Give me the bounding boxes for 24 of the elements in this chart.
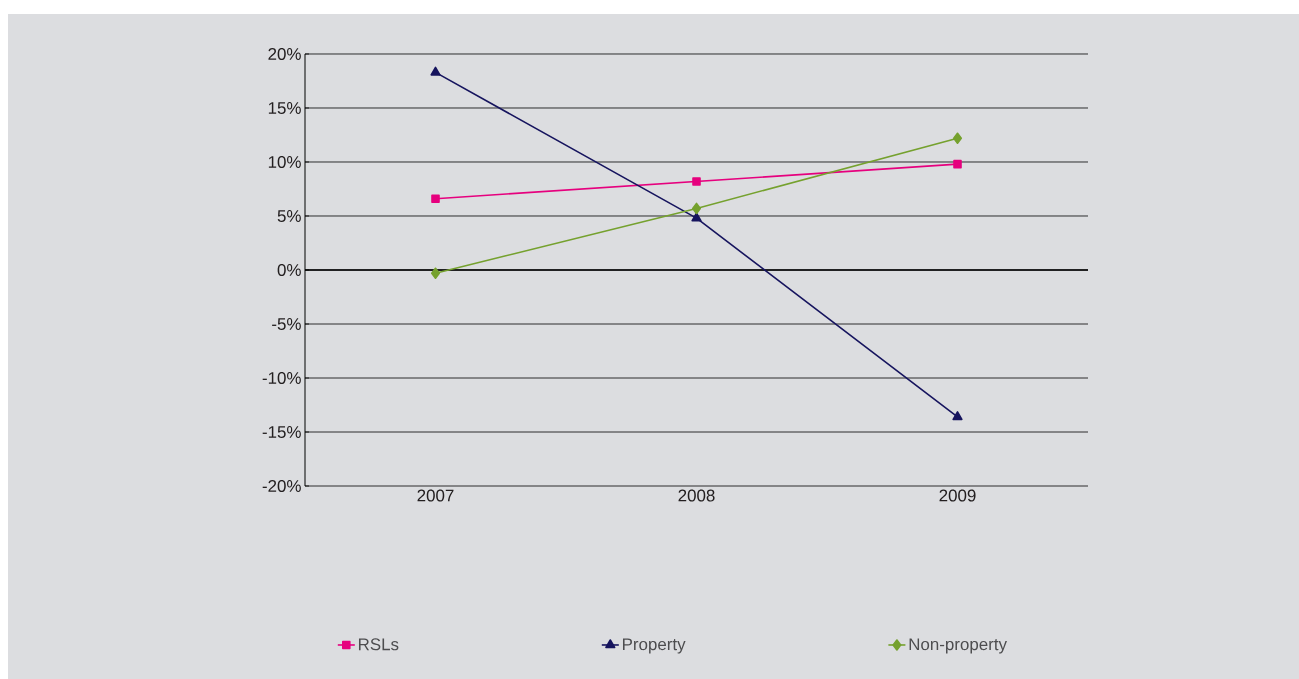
point [952, 132, 963, 145]
y-tick-label: 0% [277, 264, 301, 276]
point [691, 212, 702, 222]
legend-label: Property [622, 638, 686, 654]
x-tick-label: 2007 [417, 489, 454, 502]
point [431, 194, 440, 204]
legend-label: Non-property [909, 638, 1007, 654]
y-tick-label: 20% [268, 48, 301, 60]
point [953, 159, 962, 169]
point [430, 267, 441, 280]
x-tick-label: 2009 [939, 489, 976, 502]
legend-label: RSLs [358, 638, 399, 651]
point [692, 177, 701, 186]
x-tick-label: 2008 [678, 489, 715, 502]
point [430, 66, 441, 76]
point [691, 202, 702, 215]
y-tick-label: -10% [262, 372, 301, 384]
y-tick-label: 15% [268, 102, 301, 114]
y-tick-label: -5% [272, 318, 301, 330]
y-tick-label: 10% [268, 156, 301, 168]
y-tick-label: -20% [262, 480, 301, 492]
y-tick-label: -15% [262, 426, 301, 438]
point [952, 411, 963, 421]
y-tick-label: 5% [277, 210, 301, 222]
